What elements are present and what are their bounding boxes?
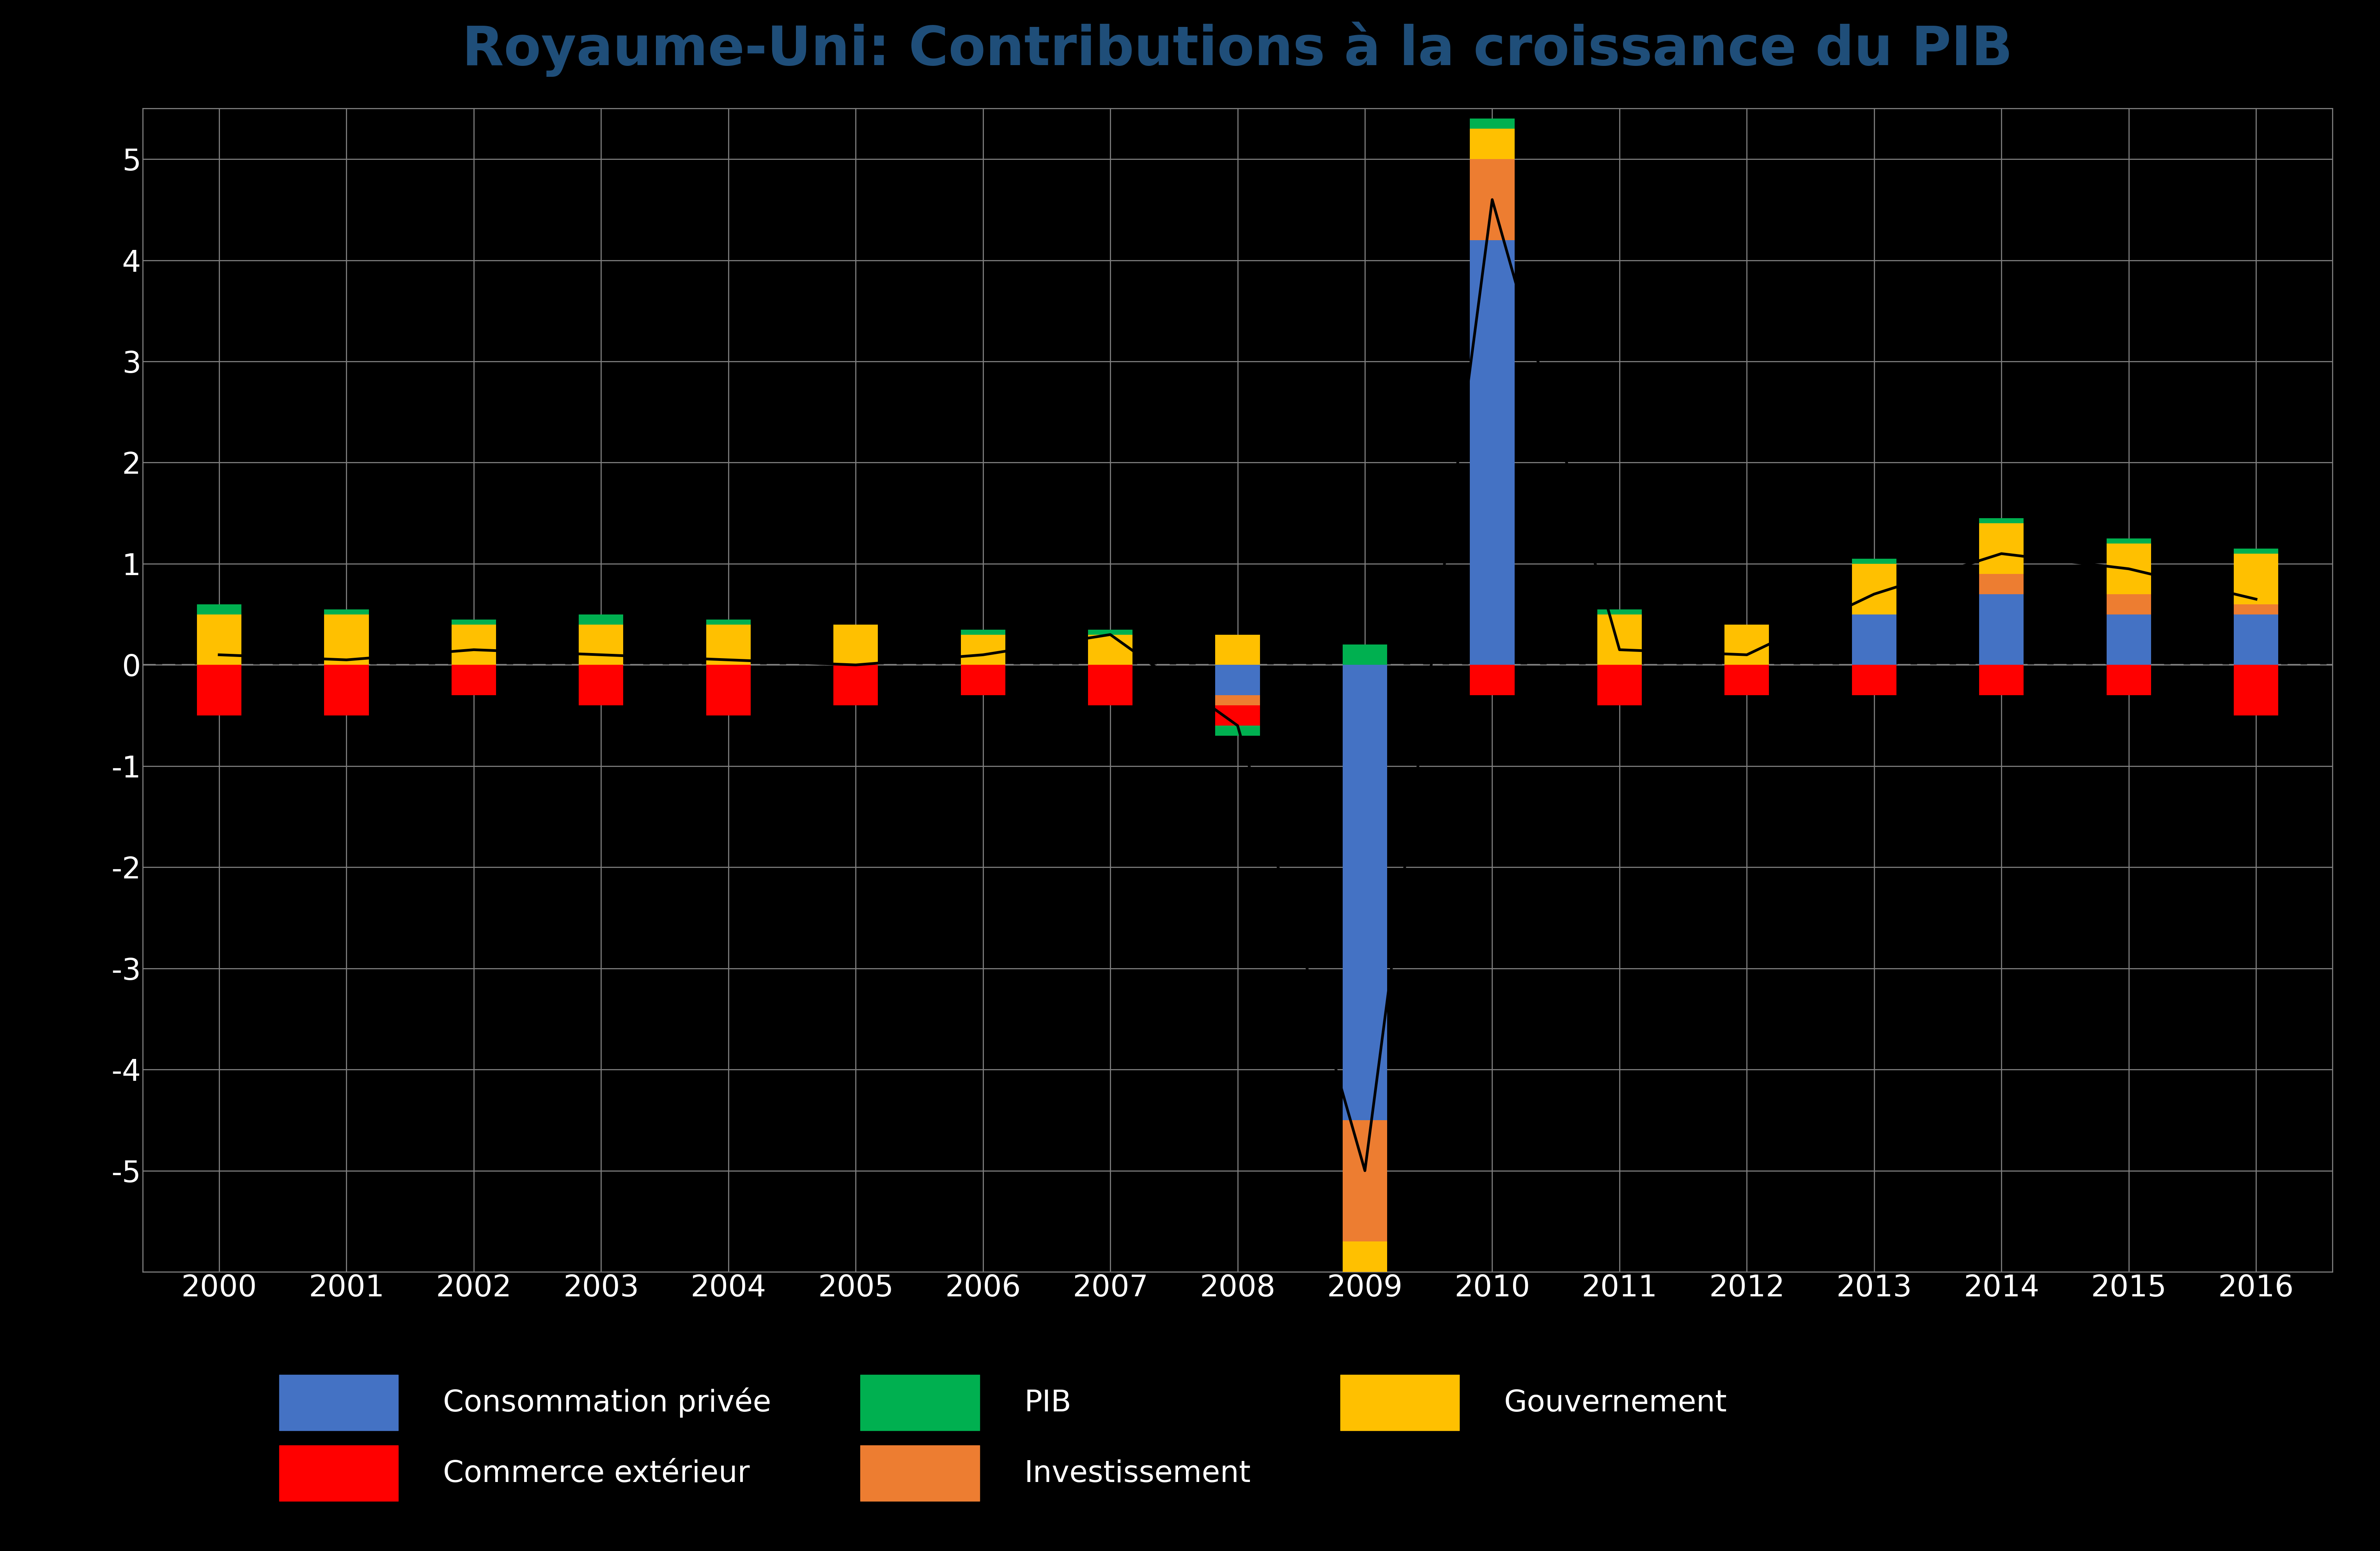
Bar — [1980, 574, 2023, 594]
Bar — [707, 619, 750, 625]
Bar — [2235, 554, 2278, 605]
Bar — [1216, 695, 1259, 706]
Bar — [324, 614, 369, 665]
Bar — [1471, 240, 1514, 665]
Bar — [1726, 625, 1768, 665]
Bar — [962, 630, 1004, 634]
Bar — [2106, 665, 2152, 695]
Bar — [2235, 665, 2278, 715]
Bar — [1471, 129, 1514, 160]
Bar — [1088, 634, 1133, 665]
Title: Royaume-Uni: Contributions à la croissance du PIB: Royaume-Uni: Contributions à la croissan… — [462, 22, 2013, 78]
Bar — [324, 665, 369, 715]
Bar — [2106, 538, 2152, 543]
Bar — [1980, 665, 2023, 695]
Bar — [1980, 523, 2023, 574]
Bar — [198, 605, 240, 614]
Bar — [1342, 665, 1388, 1120]
Bar — [2235, 549, 2278, 554]
Bar — [1471, 160, 1514, 240]
Bar — [198, 665, 240, 715]
Bar — [578, 625, 624, 665]
Bar — [1471, 119, 1514, 129]
Bar — [1852, 665, 1897, 695]
Bar — [833, 625, 878, 665]
Bar — [1597, 614, 1642, 665]
Bar — [962, 634, 1004, 665]
Bar — [452, 665, 495, 695]
Bar — [1726, 665, 1768, 695]
Bar — [1216, 634, 1259, 665]
Bar — [452, 625, 495, 665]
Bar — [2235, 614, 2278, 665]
Bar — [1852, 563, 1897, 614]
Bar — [2106, 594, 2152, 614]
Bar — [324, 610, 369, 614]
Bar — [2106, 614, 2152, 665]
Bar — [452, 619, 495, 625]
Bar — [1852, 614, 1897, 665]
Bar — [1597, 610, 1642, 614]
Bar — [962, 665, 1004, 695]
Bar — [1980, 594, 2023, 665]
Bar — [1980, 518, 2023, 523]
Bar — [1852, 558, 1897, 563]
Bar — [1216, 726, 1259, 735]
Bar — [1088, 630, 1133, 634]
Bar — [1342, 1241, 1388, 1551]
Bar — [578, 614, 624, 625]
Bar — [1088, 665, 1133, 706]
Bar — [1216, 665, 1259, 695]
Bar — [1597, 665, 1642, 706]
Bar — [1342, 1120, 1388, 1241]
Bar — [1342, 645, 1388, 665]
Bar — [707, 625, 750, 665]
Legend: Consommation privée, Commerce extérieur, PIB, Investissement, Gouvernement, : Consommation privée, Commerce extérieur,… — [267, 1363, 1740, 1512]
Bar — [1471, 665, 1514, 695]
Bar — [578, 665, 624, 706]
Bar — [833, 665, 878, 706]
Bar — [198, 614, 240, 665]
Bar — [2106, 543, 2152, 594]
Bar — [2235, 605, 2278, 614]
Bar — [707, 665, 750, 715]
Bar — [1216, 706, 1259, 726]
